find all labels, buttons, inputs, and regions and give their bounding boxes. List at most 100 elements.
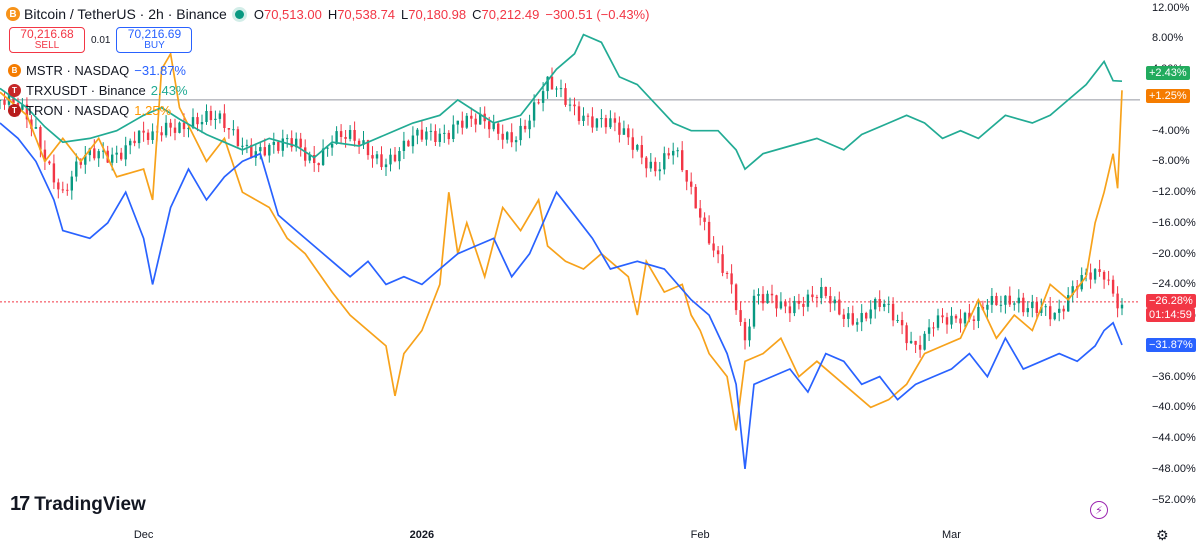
- btc-candle: [362, 140, 365, 145]
- btc-candle: [102, 150, 105, 152]
- ohlc-values: O70,513.00 H70,538.74 L70,180.98 C70,212…: [253, 6, 650, 22]
- sell-button[interactable]: 70,216.68 SELL: [9, 27, 85, 53]
- btc-candle: [532, 102, 536, 121]
- btc-candle: [348, 130, 352, 139]
- tron-logo-icon: T: [8, 84, 21, 97]
- btc-candle: [479, 113, 482, 125]
- btc-candle: [196, 117, 199, 125]
- btc-candle: [465, 115, 468, 128]
- btc-candle: [393, 154, 397, 162]
- y-tick-label: 8.00%: [1152, 32, 1184, 45]
- btc-candle: [344, 137, 347, 139]
- btc-candle: [891, 303, 895, 321]
- btc-candle: [909, 340, 913, 344]
- btc-candle: [209, 111, 213, 121]
- btc-candle: [57, 182, 60, 190]
- btc-candle: [950, 315, 953, 325]
- btc-candle: [497, 123, 500, 134]
- legend-item-trxusdt[interactable]: T TRXUSDT · Binance 2.43%: [8, 82, 188, 99]
- btc-candle: [1053, 312, 1056, 320]
- btc-candle: [672, 150, 675, 156]
- btc-candle: [330, 143, 334, 148]
- btc-candle: [111, 154, 114, 163]
- btc-candle: [434, 130, 437, 142]
- legend-item-mstr[interactable]: B MSTR · NASDAQ −31.87%: [8, 62, 186, 79]
- btc-candle: [227, 128, 231, 130]
- y-tick-label: −20.00%: [1152, 247, 1196, 260]
- price-change: −300.51 (−0.43%): [545, 6, 650, 22]
- btc-candle: [604, 118, 608, 128]
- btc-candle: [1120, 304, 1124, 309]
- btc-candle: [712, 243, 715, 251]
- btc-candle: [281, 138, 284, 151]
- market-open-icon: [234, 9, 244, 19]
- mstr-icon: B: [8, 64, 21, 77]
- btc-candle: [654, 161, 657, 172]
- btc-candle: [900, 320, 904, 326]
- btc-candle: [1017, 297, 1020, 304]
- btc-candle: [914, 340, 917, 345]
- btc-candle: [272, 141, 275, 145]
- btc-candle: [797, 300, 801, 304]
- btc-candle: [869, 309, 872, 319]
- btc-candle: [1071, 286, 1074, 296]
- btc-candle: [97, 151, 100, 159]
- btc-candle: [218, 113, 222, 119]
- btc-candle: [456, 120, 459, 125]
- flash-icon[interactable]: ⚡: [1090, 501, 1108, 519]
- mstr-series-line: [0, 122, 1123, 469]
- y-tick-label: 12.00%: [1152, 1, 1190, 14]
- btc-candle: [308, 155, 311, 161]
- btc-candle: [299, 138, 302, 148]
- btc-candle: [1102, 272, 1106, 280]
- btc-candle: [707, 221, 711, 244]
- btc-candle: [757, 294, 760, 296]
- btc-candle: [443, 132, 446, 134]
- symbol-title[interactable]: Bitcoin / TetherUS · 2h · Binance: [24, 6, 227, 22]
- btc-candle: [1044, 306, 1047, 308]
- btc-candle: [34, 127, 38, 129]
- btc-candle: [802, 303, 805, 307]
- btc-price-tag: −26.28%: [1146, 293, 1196, 308]
- btc-candle: [820, 287, 823, 299]
- btc-candle: [999, 304, 1003, 306]
- btc-candle: [721, 254, 724, 273]
- btc-candle: [838, 299, 841, 315]
- btc-candle: [730, 273, 733, 285]
- btc-candle: [66, 189, 69, 191]
- btc-candle: [182, 122, 186, 130]
- btc-candle: [824, 287, 827, 296]
- btc-candle: [254, 151, 257, 158]
- btc-candle: [582, 115, 585, 121]
- btc-candle: [151, 131, 154, 140]
- btc-candle: [779, 301, 783, 309]
- btc-candle: [514, 140, 518, 143]
- btc-candle: [304, 147, 307, 161]
- mstr-price-tag: −31.87%: [1146, 337, 1196, 352]
- btc-candle: [1049, 306, 1052, 320]
- btc-candle: [510, 132, 513, 143]
- x-tick-label: Feb: [690, 529, 710, 541]
- bitcoin-icon: B: [6, 7, 20, 21]
- gear-icon[interactable]: ⚙: [1156, 527, 1169, 543]
- btc-candle: [936, 315, 940, 328]
- btc-candle: [734, 284, 738, 311]
- btc-candle: [384, 164, 388, 168]
- trx-price-tag: +2.43%: [1146, 66, 1190, 81]
- btc-candle: [0, 99, 2, 101]
- btc-candle: [963, 312, 967, 324]
- tradingview-logo-icon: 17: [10, 493, 30, 515]
- buy-button[interactable]: 70,216.69 BUY: [116, 27, 193, 53]
- tradingview-logo[interactable]: 17 TradingView: [10, 493, 146, 516]
- btc-candle: [622, 128, 626, 135]
- btc-candle: [865, 313, 868, 319]
- btc-candle: [438, 133, 441, 142]
- btc-candle: [600, 118, 603, 120]
- btc-candle: [129, 140, 132, 146]
- btc-countdown-tag: 01:14:59: [1146, 307, 1195, 322]
- y-tick-label: −4.00%: [1152, 124, 1190, 137]
- tron-series-line: [0, 51, 1123, 431]
- legend-item-tron[interactable]: T TRON · NASDAQ 1.25%: [8, 102, 171, 119]
- btc-candle: [645, 157, 648, 169]
